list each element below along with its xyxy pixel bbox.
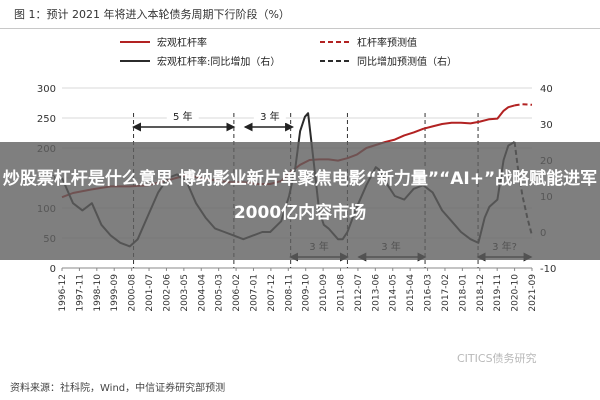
x-tick-label: 1996-12 xyxy=(58,274,68,312)
x-tick-label: 2019-11 xyxy=(493,274,503,312)
y-left-tick-label: 300 xyxy=(37,84,56,95)
watermark: CITICS债务研究 xyxy=(457,352,537,365)
x-tick-label: 1999-09 xyxy=(110,274,120,312)
x-tick-label: 2018-01 xyxy=(458,274,468,312)
annotation-label-bg xyxy=(166,109,199,123)
x-tick-label: 2012-07 xyxy=(354,274,364,312)
y-right-tick-label: 40 xyxy=(540,84,553,95)
x-tick-label: 2001-07 xyxy=(145,274,155,312)
x-tick-label: 2004-04 xyxy=(197,274,207,312)
y-right-tick-label: 30 xyxy=(540,120,553,131)
x-tick-label: 2003-05 xyxy=(180,274,190,312)
y-left-tick-label: 250 xyxy=(37,114,56,125)
x-tick-label: 2007-01 xyxy=(249,274,259,312)
annotation-label-bg xyxy=(253,109,286,123)
x-tick-label: 2020-10 xyxy=(511,274,521,312)
figure-title-bar: 图 1：预计 2021 年将进入本轮债务周期下行阶段（%） xyxy=(0,0,600,29)
x-axis: 1996-12 1997-11 1998-10 1999-09 2000-08 2001-… xyxy=(58,268,538,312)
x-tick-label: 2013-06 xyxy=(371,274,381,312)
y-left-tick-label: 0 xyxy=(50,264,56,275)
annotation-label: 5 年 xyxy=(173,110,193,123)
x-tick-label: 2006-02 xyxy=(232,274,242,312)
x-tick-label: 2007-12 xyxy=(267,274,277,312)
legend-label: 宏观杠杆率 xyxy=(157,36,207,49)
x-tick-label: 2000-08 xyxy=(128,274,138,312)
x-tick-label: 2016-03 xyxy=(424,274,434,312)
x-tick-label: 2014-05 xyxy=(389,274,399,312)
x-tick-label: 2018-12 xyxy=(476,274,486,312)
y-right-tick-label: -10 xyxy=(540,264,556,275)
x-tick-label: 2021-09 xyxy=(528,274,538,312)
x-tick-label: 2017-02 xyxy=(441,274,451,312)
x-tick-label: 1998-10 xyxy=(93,274,103,312)
overlay-banner: 炒股票杠杆是什么意思 博纳影业新片单聚焦电影“新力量”“AI+”战略赋能进军20… xyxy=(0,142,600,260)
x-tick-label: 2015-04 xyxy=(406,274,416,312)
legend-label: 宏观杠杆率:同比增加（右） xyxy=(157,55,280,68)
legend-label: 同比增加预测值（右） xyxy=(357,55,457,68)
x-tick-label: 1997-11 xyxy=(75,274,85,312)
overlay-title: 炒股票杠杆是什么意思 博纳影业新片单聚焦电影“新力量”“AI+”战略赋能进军20… xyxy=(2,169,598,223)
source-note: 资料来源：社科院，Wind，中信证券研究部预测 xyxy=(10,383,226,394)
x-tick-label: 2011-08 xyxy=(337,274,347,312)
x-tick-label: 2005-03 xyxy=(215,274,225,312)
x-tick-label: 2010-09 xyxy=(319,274,329,312)
x-tick-label: 2009-10 xyxy=(302,274,312,312)
x-tick-label: 2008-11 xyxy=(284,274,294,312)
legend-label: 杠杆率预测值 xyxy=(357,36,417,49)
x-tick-label: 2002-06 xyxy=(162,274,172,312)
figure-title: 图 1：预计 2021 年将进入本轮债务周期下行阶段（%） xyxy=(14,8,290,21)
series-leverage-forecast-line xyxy=(514,103,533,107)
annotation-label: 3 年 xyxy=(260,110,280,123)
